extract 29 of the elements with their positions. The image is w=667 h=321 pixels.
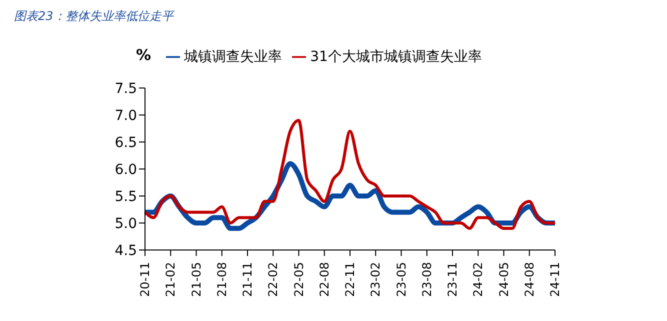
y-tick-label: 6.5 [114, 134, 137, 151]
x-tick-label: 24-05 [496, 262, 511, 297]
y-tick-label: 5.0 [114, 216, 137, 232]
legend-label: 城镇调查失业率 [184, 49, 282, 65]
x-tick-label: 22-08 [317, 262, 332, 297]
y-tick-label: 4.5 [114, 242, 137, 259]
x-tick-label: 21-05 [189, 262, 204, 297]
chart-title: 图表23：整体失业率低位走平 [14, 8, 174, 25]
line-series [144, 118, 556, 230]
x-tick-label: 20-11 [138, 262, 152, 297]
x-tick-label: 23-08 [420, 262, 434, 297]
y-axis-title: % [136, 46, 152, 64]
x-tick-label: 22-05 [292, 262, 306, 297]
x-tick-label: 24-02 [471, 262, 486, 297]
y-tick-label: 5.5 [114, 188, 137, 205]
y-tick-label: 6.0 [114, 162, 137, 178]
x-tick-label: 21-02 [164, 262, 178, 297]
x-tick-label: 24-11 [548, 262, 562, 297]
y-tick-label: 7.5 [114, 80, 137, 97]
x-tick-label: 24-08 [522, 262, 536, 297]
x-tick-label: 23-02 [368, 262, 383, 297]
x-tick-label: 22-02 [266, 262, 280, 297]
y-tick-label: 7.0 [114, 108, 137, 124]
x-tick-label: 21-11 [240, 262, 254, 297]
x-tick-label: 21-08 [214, 262, 229, 297]
x-tick-label: 22-11 [343, 262, 357, 297]
x-tick-label: 23-05 [394, 262, 408, 297]
x-tick-label: 23-11 [446, 262, 460, 297]
legend-label: 31个大城市城镇调查失业率 [310, 49, 482, 65]
